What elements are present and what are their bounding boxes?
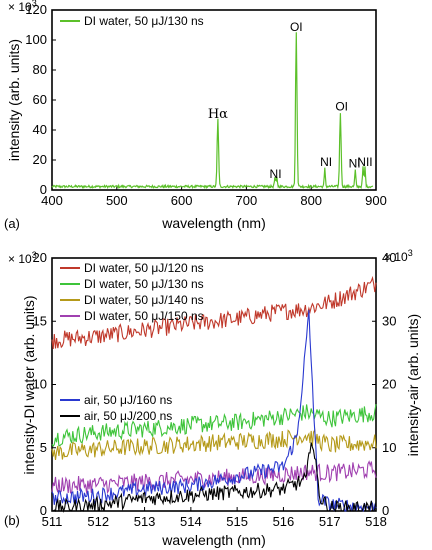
panel-b-y-right-tick-label: 10 [382, 440, 396, 455]
panel-a-y-multiplier: × 103 [8, 0, 37, 14]
panel-a-legend-label-0: DI water, 50 μJ/130 ns [84, 14, 204, 28]
panel-a-peak-label: NI [320, 155, 332, 169]
panel-a-x-tick-label: 400 [41, 193, 63, 208]
panel-a-x-tick-label: 800 [300, 193, 322, 208]
panel-a-peak-label: NII [357, 155, 372, 169]
panel-b-y-left-tick-label: 20 [33, 250, 47, 265]
panel-a-y-tick-label: 120 [25, 2, 47, 17]
panel-b-y-left-tick-label: 0 [40, 503, 47, 518]
panel-b: 511 512 513 514 515 516 517 518 0 5 10 15 20 0 10 20 3… [4, 248, 421, 548]
panel-b-series-line-2 [51, 428, 377, 460]
panel-a-x-tick-label: 700 [236, 193, 258, 208]
panel-b-y-right-multiplier: × 103 [384, 248, 413, 264]
panel-a-y-tick-label: 0 [40, 182, 47, 197]
panel-a-series-line [51, 32, 374, 190]
panel-a-label: (a) [4, 216, 20, 231]
panel-b-y-right-tick-label: 0 [382, 503, 389, 518]
panel-a-y-tick-label: 80 [33, 62, 47, 77]
panel-a-x-tick-label: 900 [365, 193, 387, 208]
panel-b-y-left-tick-label: 10 [33, 377, 47, 392]
panel-b-legend-label-2: DI water, 50 μJ/140 ns [84, 293, 204, 307]
panel-b-label: (b) [4, 513, 20, 528]
panel-a-legend: DI water, 50 μJ/130 ns [60, 14, 204, 28]
panel-a-y-tick-label: 20 [33, 152, 47, 167]
panel-b-y-left-tick-label: 5 [40, 440, 47, 455]
panel-b-y-right-tick-label: 30 [382, 313, 396, 328]
panel-b-series [51, 275, 377, 513]
panel-b-series-line-1 [51, 404, 377, 448]
panel-b-legend-label-3: DI water, 50 μJ/150 ns [84, 309, 204, 323]
panel-b-series-line-4 [51, 309, 377, 512]
panel-b-x-tick-label: 512 [87, 514, 109, 529]
panel-b-y-left-ticks: 0 5 10 15 20 [33, 250, 56, 518]
panel-b-x-tick-label: 517 [319, 514, 341, 529]
panel-a-x-tick-label: 500 [106, 193, 128, 208]
panel-a-x-ticks: 400 500 600 700 800 900 [41, 186, 387, 208]
panel-a-peak-label: OI [290, 20, 303, 34]
panel-b-legend-label-1: DI water, 50 μJ/130 ns [84, 277, 204, 291]
panel-a-y-ticks: 0 20 40 60 80 100 120 [25, 2, 56, 197]
panel-b-y-left-label: intensity-DI water (arb. units) [21, 296, 37, 475]
panel-b-y-right-label: intensity-air (arb. units) [405, 314, 421, 456]
panel-b-x-tick-label: 511 [42, 514, 63, 529]
panel-b-x-label: wavelength (nm) [161, 532, 266, 548]
panel-a-peak-label: OI [335, 100, 348, 114]
panel-b-x-tick-label: 515 [226, 514, 248, 529]
panel-a-y-label: intensity (arb. units) [6, 39, 22, 161]
panel-b-x-tick-label: 516 [273, 514, 295, 529]
panel-b-legend-label-5: air, 50 μJ/200 ns [84, 409, 172, 423]
panel-a-peak-label: NI [270, 167, 282, 181]
panel-b-y-right-tick-label: 40 [382, 250, 396, 265]
panel-b-x-tick-label: 513 [134, 514, 156, 529]
panel-a-x-label: wavelength (nm) [161, 215, 266, 231]
panel-b-legend-label-4: air, 50 μJ/160 ns [84, 393, 172, 407]
panel-b-y-left-tick-label: 15 [33, 313, 47, 328]
panel-a-x-tick-label: 600 [171, 193, 193, 208]
panel-a-series [51, 32, 374, 190]
panel-b-series-line-0 [51, 275, 377, 349]
panel-b-legend: DI water, 50 μJ/120 ns DI water, 50 μJ/1… [60, 261, 204, 423]
panel-a: 400 500 600 700 800 900 0 20 40 60 80 100 120 Hα NI O… [4, 0, 387, 231]
panel-b-series-line-5 [52, 442, 377, 513]
panel-a-y-tick-label: 60 [33, 92, 47, 107]
panel-a-y-tick-label: 40 [33, 122, 47, 137]
panel-b-series-line-3 [51, 460, 377, 495]
panel-b-y-left-multiplier: × 103 [8, 250, 37, 266]
panel-a-peak-label: Hα [208, 107, 228, 122]
panel-b-x-tick-label: 514 [180, 514, 202, 529]
panel-b-x-tick-label: 518 [365, 514, 387, 529]
panel-b-x-ticks: 511 512 513 514 515 516 517 518 [42, 507, 387, 529]
panel-b-legend-label-0: DI water, 50 μJ/120 ns [84, 261, 204, 275]
panel-a-peak-label: NI [349, 157, 361, 171]
panel-a-y-tick-label: 100 [25, 32, 47, 47]
panel-b-y-right-tick-label: 20 [382, 377, 396, 392]
